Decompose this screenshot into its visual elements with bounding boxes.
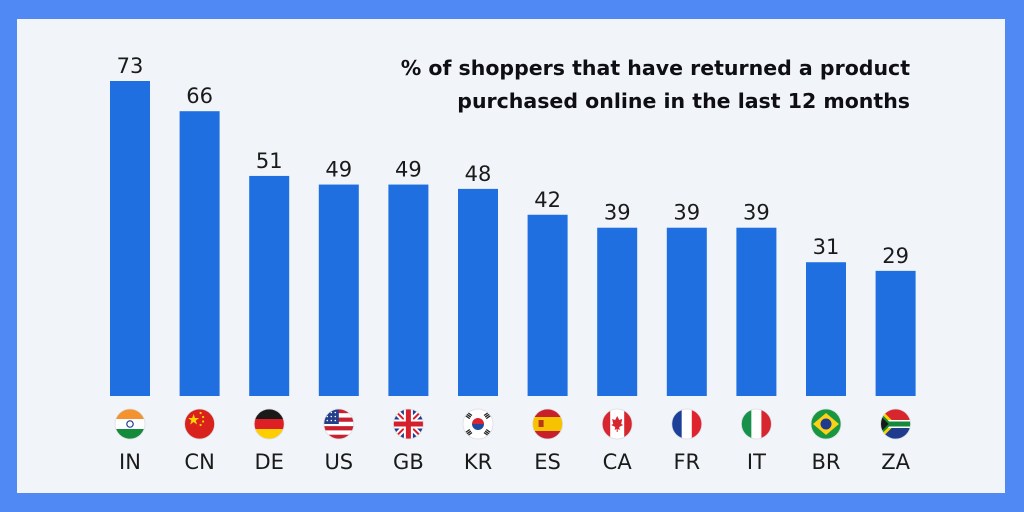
bar-it	[736, 227, 777, 396]
category-label-gb: GB	[393, 450, 424, 474]
bar-kr	[458, 188, 498, 396]
flag-canada-icon	[601, 408, 633, 440]
value-label-it: 39	[743, 201, 770, 225]
flag-spain-icon	[532, 408, 563, 440]
chart-card: % of shoppers that have returned a produ…	[17, 19, 1005, 493]
category-label-us: US	[324, 450, 353, 474]
category-labels-group: IN CN DE US GB KR ES CA FR IT BR ZA	[119, 450, 911, 474]
value-label-in: 73	[117, 54, 144, 78]
category-label-de: DE	[254, 450, 283, 474]
bar-cn	[179, 111, 220, 397]
flag-uk-icon	[392, 408, 424, 440]
bar-za	[875, 270, 916, 396]
value-label-fr: 39	[673, 201, 700, 225]
value-label-es: 42	[534, 188, 561, 212]
bar-us	[318, 184, 359, 396]
bar-fr	[666, 227, 707, 396]
bar-chart: % of shoppers that have returned a produ…	[110, 54, 916, 474]
flag-germany-icon	[253, 408, 285, 440]
category-label-fr: FR	[673, 450, 700, 474]
value-label-cn: 66	[186, 84, 213, 108]
bar-gb	[388, 184, 429, 396]
value-label-kr: 48	[465, 162, 492, 186]
flag-france-icon	[671, 408, 703, 440]
flag-brazil-icon	[810, 408, 842, 440]
value-labels-group: 73 66 51 49 49 48 42 39 39 39 31 29	[117, 54, 909, 268]
bar-br	[806, 262, 846, 396]
value-label-us: 49	[325, 158, 352, 182]
flag-usa-icon	[323, 408, 355, 440]
chart-title-line-2: purchased online in the last 12 months	[457, 89, 910, 113]
bar-in	[110, 81, 150, 396]
bar-de	[249, 175, 290, 396]
value-label-de: 51	[256, 149, 283, 173]
bar-es	[527, 214, 568, 396]
value-label-br: 31	[813, 235, 840, 259]
category-label-kr: KR	[464, 450, 492, 474]
category-label-es: ES	[534, 450, 561, 474]
flag-italy-icon	[741, 408, 772, 440]
bars-group	[110, 81, 916, 397]
value-label-za: 29	[882, 244, 909, 268]
category-label-za: ZA	[881, 450, 910, 474]
chart-title-line-1: % of shoppers that have returned a produ…	[401, 56, 910, 80]
category-label-it: IT	[747, 450, 766, 474]
flags-group	[114, 408, 911, 440]
value-label-ca: 39	[604, 201, 631, 225]
value-label-gb: 49	[395, 158, 422, 182]
bar-ca	[597, 227, 638, 396]
category-label-cn: CN	[184, 450, 214, 474]
category-label-br: BR	[812, 450, 841, 474]
category-label-in: IN	[119, 450, 141, 474]
flag-india-icon	[114, 408, 146, 440]
flag-china-icon	[184, 408, 216, 440]
category-label-ca: CA	[603, 450, 633, 474]
flag-south-africa-icon	[880, 408, 911, 440]
flag-south-korea-icon	[462, 408, 494, 440]
